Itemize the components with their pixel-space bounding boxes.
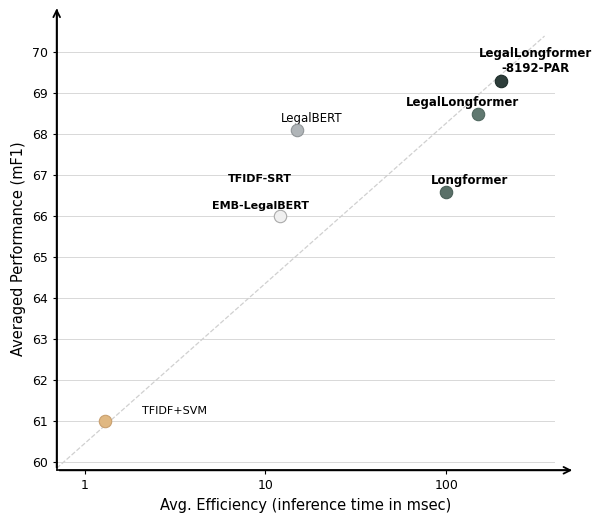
Point <box>473 110 483 118</box>
Text: TFIDF-SRT: TFIDF-SRT <box>228 174 292 184</box>
Point <box>275 212 284 221</box>
Y-axis label: Averaged Performance (mF1): Averaged Performance (mF1) <box>11 142 26 356</box>
Text: LegalLongformer
-8192-PAR: LegalLongformer -8192-PAR <box>478 47 592 75</box>
Point <box>292 126 302 135</box>
X-axis label: Avg. Efficiency (inference time in msec): Avg. Efficiency (inference time in msec) <box>160 498 452 513</box>
Text: LegalLongformer: LegalLongformer <box>406 96 519 109</box>
Point <box>442 188 451 196</box>
Text: EMB-LegalBERT: EMB-LegalBERT <box>212 201 309 211</box>
Point <box>496 77 506 85</box>
Text: LegalBERT: LegalBERT <box>281 112 342 125</box>
Point <box>100 417 110 425</box>
Text: TFIDF+SVM: TFIDF+SVM <box>142 406 207 416</box>
Text: Longformer: Longformer <box>431 174 509 187</box>
